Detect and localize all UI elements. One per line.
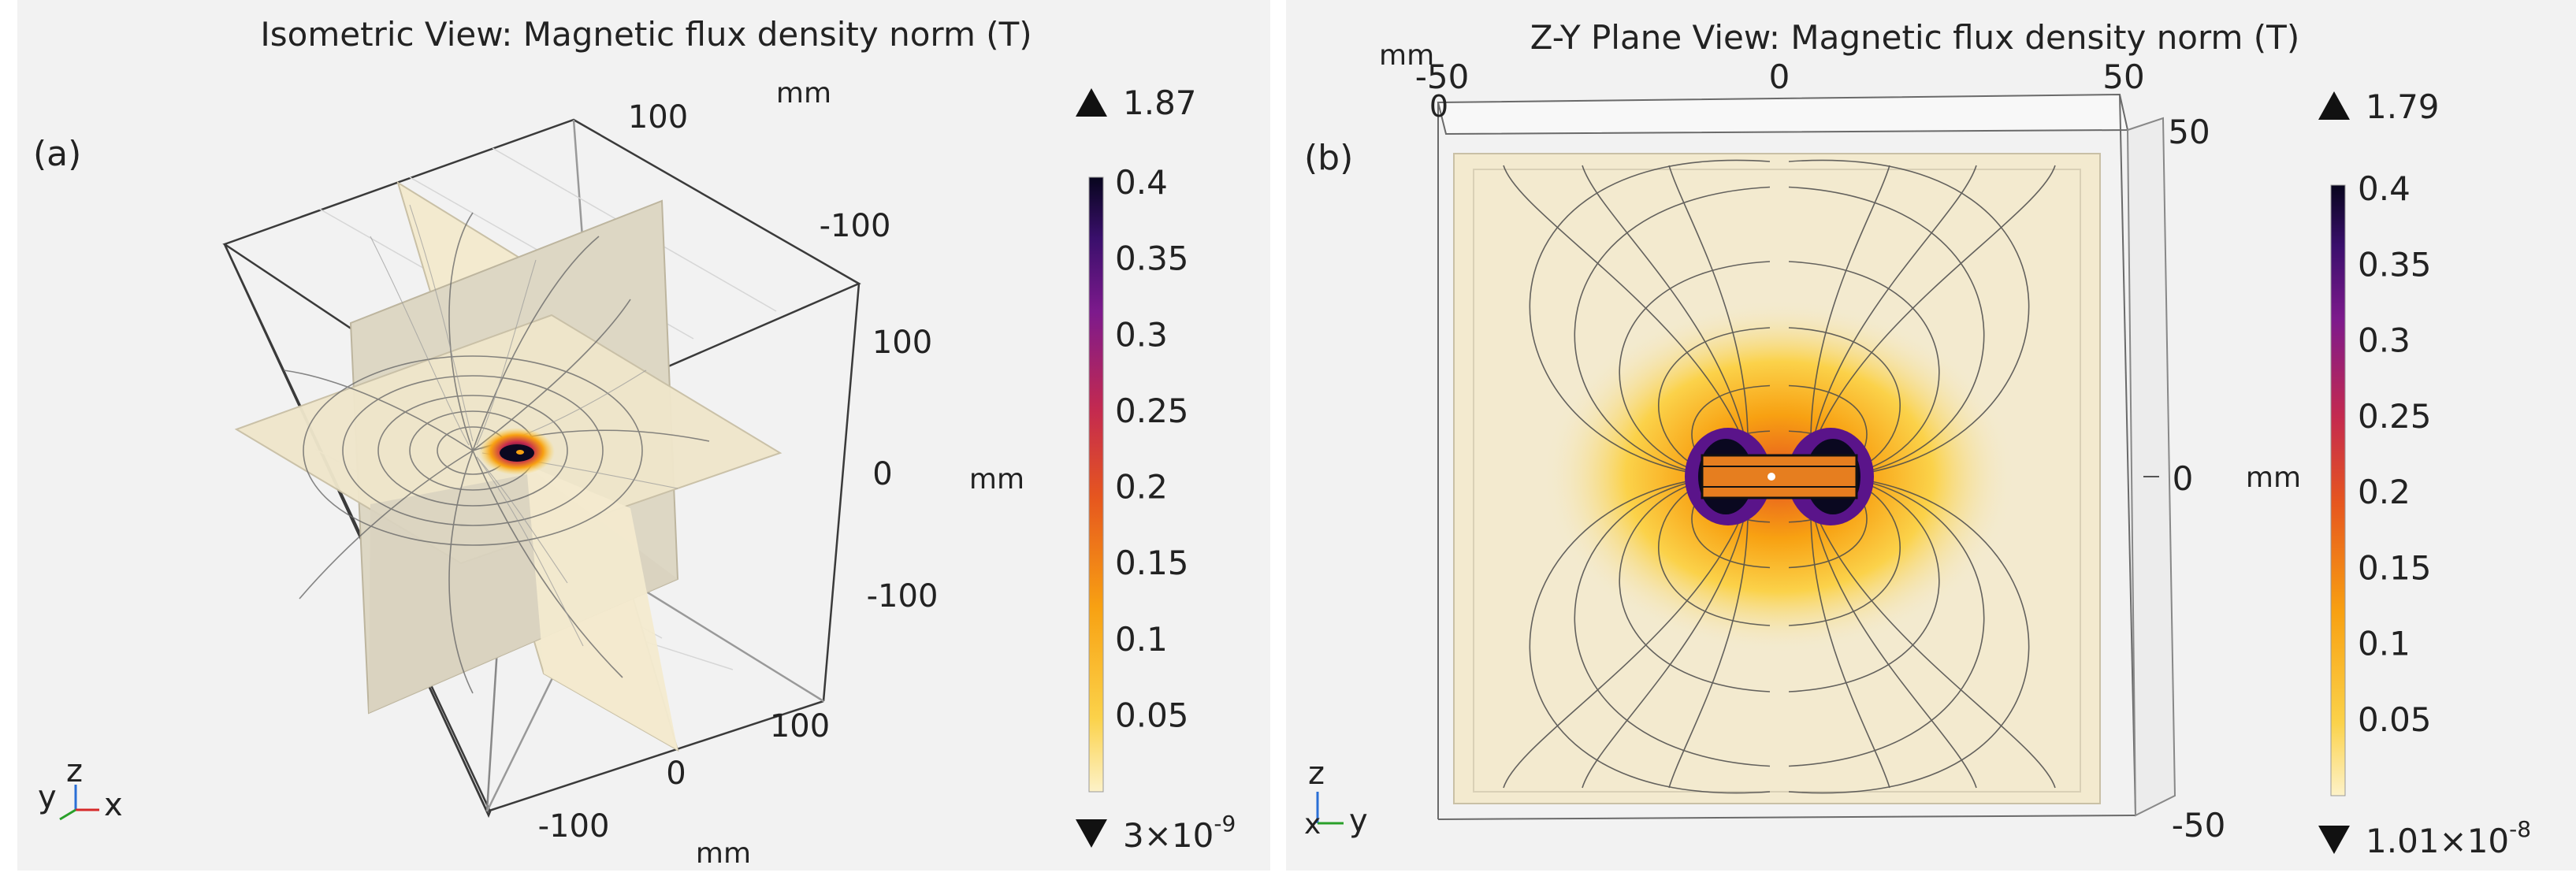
axis-a-bottom-100: 100 [770, 708, 830, 744]
max-marker-icon-a [1076, 88, 1107, 117]
magnet-center-a [516, 450, 524, 455]
colorbar-b-tick-label: 0.4 [2358, 169, 2411, 208]
field-line [1619, 261, 1771, 477]
axis-b-unit-top: mm [1379, 39, 1434, 72]
field-line [1810, 499, 1977, 789]
panel-b-label: (b) [1304, 138, 1353, 178]
field-line [1810, 165, 2056, 454]
field-line [1810, 499, 2056, 789]
field-line [1529, 476, 1771, 794]
axis-b-right-50: 50 [2168, 113, 2210, 151]
triad-a-z: z [66, 753, 83, 789]
panel-a: Isometric View: Magnetic flux density no… [17, 0, 1270, 871]
colorbar-b: 1.79 0.4 0.35 0.3 0.25 0.2 0.15 0.1 0.05 1.01×1… [2318, 87, 2531, 860]
axis-triad-b: z x y [1304, 755, 1368, 841]
field-line [1619, 476, 1771, 692]
axis-a-top-100: 100 [628, 99, 688, 136]
field-line [1529, 159, 1771, 477]
colorbar-a-gradient [1088, 176, 1104, 793]
panel-b: Z-Y Plane View: Magnetic flux density no… [1286, 0, 2576, 871]
axis-b-top-0: 0 [1769, 58, 1790, 96]
field-line [1788, 261, 1940, 477]
field-line [1503, 499, 1749, 789]
colorbar-a-ticks: 0.4 0.35 0.3 0.25 0.2 0.15 0.1 0.05 [1115, 163, 1189, 734]
colorbar-b-ticks: 0.4 0.35 0.3 0.25 0.2 0.15 0.1 0.05 [2358, 169, 2432, 739]
max-marker-icon-b [2318, 91, 2350, 120]
axis-a-right-0: 0 [872, 456, 892, 492]
field-line [1668, 165, 1749, 454]
colorbar-b-tick-label: 0.1 [2358, 625, 2411, 663]
axis-a-right-100: 100 [872, 325, 932, 361]
colorbar-b-tick-label: 0.05 [2358, 700, 2432, 739]
field-line [1788, 159, 2030, 477]
axis-b-unit-right: mm [2246, 462, 2301, 494]
field-line [1582, 165, 1749, 454]
colorbar-b-tick-label: 0.35 [2358, 245, 2432, 284]
slice-plane-xz-front [526, 465, 678, 750]
field-line [1574, 476, 1771, 767]
axis-b-top-left-0: 0 [1429, 89, 1448, 124]
panel-b-title: Z-Y Plane View: Magnetic flux density no… [1530, 18, 2299, 57]
field-line [1810, 165, 1977, 454]
axis-a-bottom-0: 0 [666, 755, 686, 792]
axis-a-unit-right: mm [969, 463, 1024, 496]
colorbar-a-tick-label: 0.05 [1115, 696, 1189, 734]
colorbar-b-tick-label: 0.3 [2358, 321, 2411, 360]
field-line [1810, 499, 1890, 789]
axis-a-right-neg100-top: -100 [820, 208, 891, 244]
axis-a-right-neg100: -100 [867, 578, 939, 614]
colorbar-a-tick-label: 0.15 [1115, 544, 1189, 582]
field-line [1788, 476, 1940, 692]
inner-border [1473, 169, 2081, 793]
triad-b-y: y [1349, 803, 1368, 839]
colorbar-b-tick-label: 0.25 [2358, 397, 2432, 436]
colorbar-a-tick-label: 0.4 [1115, 163, 1168, 202]
frame-b [1437, 93, 2176, 820]
colorbar-b-gradient [2330, 184, 2346, 796]
min-marker-icon-b [2318, 826, 2350, 854]
axis-b-right-0: 0 [2173, 459, 2194, 498]
colorbar-a-tick-label: 0.1 [1115, 620, 1168, 659]
colorbar-b-max: 1.79 [2366, 87, 2440, 126]
field-line [1582, 499, 1749, 789]
panel-a-title: Isometric View: Magnetic flux density no… [260, 15, 1032, 54]
field-line [1810, 165, 1890, 454]
field-line [1574, 186, 1771, 477]
colorbar-a-max: 1.87 [1123, 84, 1197, 122]
magnet-center-b [1768, 473, 1775, 481]
colorbar-b-min: 1.01×10-8 [2366, 816, 2531, 860]
colorbar-b-tick-label: 0.15 [2358, 548, 2432, 587]
field-line [1788, 476, 2030, 794]
field-line [1788, 186, 1985, 477]
field-lines-a [283, 212, 710, 694]
triad-b-x: x [1304, 808, 1321, 841]
colorbar-a: 1.87 0.4 0.35 0.3 0.25 0.2 0.15 0.1 0.05 3×10-9 [1076, 84, 1236, 855]
triad-a-y: y [38, 779, 57, 815]
field-line [1503, 165, 1749, 454]
field-line [1788, 476, 1985, 767]
min-marker-icon-a [1076, 819, 1107, 848]
axis-b-top-neg50: -50 [1415, 58, 1470, 96]
axis-triad-a: y z x [38, 753, 123, 823]
axis-b-top-50: 50 [2102, 58, 2144, 96]
triad-b-z: z [1308, 755, 1325, 792]
colorbar-a-min: 3×10-9 [1123, 811, 1236, 855]
field-line [1668, 499, 1749, 789]
axis-a-bottom-neg100: -100 [538, 808, 610, 845]
colorbar-a-tick-label: 0.25 [1115, 392, 1189, 430]
colorbar-a-tick-label: 0.3 [1115, 315, 1168, 354]
colorbar-a-tick-label: 0.35 [1115, 239, 1189, 278]
axis-b-right-neg50: -50 [2172, 806, 2226, 845]
axis-a-unit-top: mm [776, 77, 831, 110]
colorbar-a-tick-label: 0.2 [1115, 468, 1168, 507]
magnet-body [1701, 454, 1858, 499]
triad-a-x: x [104, 787, 123, 823]
colorbar-b-tick-label: 0.2 [2358, 473, 2411, 511]
panel-a-label: (a) [33, 134, 81, 174]
axis-a-unit-bottom: mm [696, 837, 751, 870]
